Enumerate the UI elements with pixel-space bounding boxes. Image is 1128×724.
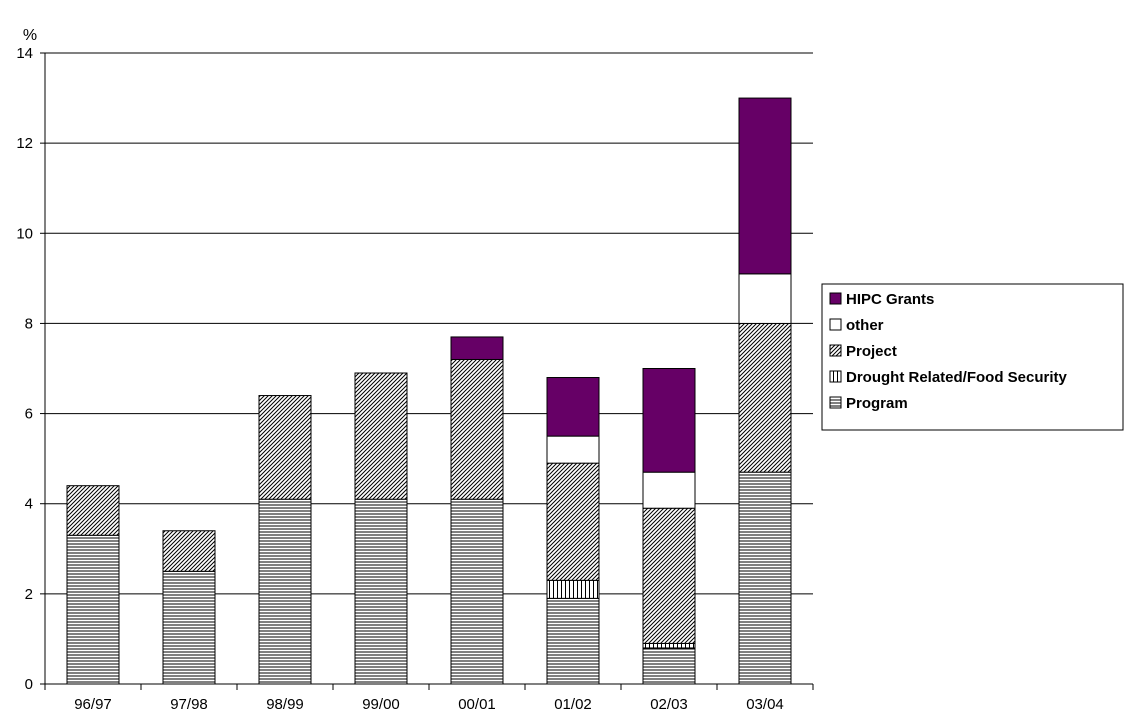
legend-item: Drought Related/Food Security — [829, 369, 1068, 386]
bar-segment — [642, 471, 696, 509]
y-tick-label: 10 — [16, 225, 33, 242]
x-tick-label: 03/04 — [746, 696, 784, 713]
bar-stack — [258, 395, 312, 685]
legend-item: other — [829, 317, 884, 334]
legend: HIPC Grants other Project Drought Related/F… — [821, 283, 1124, 431]
bar-segment — [738, 273, 792, 324]
bar-segment — [258, 395, 312, 500]
bar-segment — [642, 642, 696, 649]
legend-swatch — [829, 292, 842, 305]
bar-segment — [66, 534, 120, 685]
bar-stack — [162, 530, 216, 685]
y-tick-label: 4 — [25, 496, 33, 513]
x-tick-label: 97/98 — [170, 696, 208, 713]
bar-segment — [354, 498, 408, 685]
x-tick-label: 98/99 — [266, 696, 304, 713]
legend-swatch — [829, 396, 842, 409]
bar-segment — [354, 372, 408, 500]
bar-stack — [546, 377, 600, 685]
legend-items: HIPC Grants other Project Drought Related/F… — [829, 291, 1068, 412]
legend-label: Drought Related/Food Security — [846, 369, 1068, 386]
legend-item: Program — [829, 395, 908, 412]
bar-segment — [258, 498, 312, 685]
legend-item: HIPC Grants — [829, 291, 934, 308]
legend-item: Project — [829, 343, 897, 360]
bar-stack — [354, 372, 408, 685]
legend-swatch — [829, 370, 842, 383]
legend-label: other — [846, 317, 884, 334]
bar-segment — [162, 570, 216, 685]
legend-swatch — [829, 344, 842, 357]
bar-segment — [66, 485, 120, 536]
x-tick-label: 99/00 — [362, 696, 400, 713]
y-tick-label: 12 — [16, 135, 33, 152]
axes — [40, 52, 814, 690]
legend-label: HIPC Grants — [846, 291, 934, 308]
bar-stack — [66, 485, 120, 685]
bar-segment — [450, 336, 504, 360]
bar-segment — [738, 97, 792, 275]
bar-segment — [642, 647, 696, 685]
y-tick-label: 0 — [25, 676, 33, 693]
x-tick-label: 96/97 — [74, 696, 112, 713]
bar-segment — [738, 471, 792, 685]
bar-stack — [738, 97, 792, 685]
x-tick-label: 01/02 — [554, 696, 592, 713]
legend-box — [821, 283, 1124, 431]
bar-segment — [162, 530, 216, 572]
bar-stack — [450, 336, 504, 685]
y-tick-label: 14 — [16, 45, 33, 62]
bar-stack — [642, 368, 696, 685]
tick-labels: 0 2 4 6 8 10 12 14 96/97 97/98 98/99 99/00 00/01 01/0… — [16, 45, 783, 713]
legend-label: Project — [846, 343, 897, 360]
legend-swatch — [829, 318, 842, 331]
bar-segment — [738, 322, 792, 473]
bar-segment — [546, 435, 600, 464]
y-tick-label: 8 — [25, 315, 33, 332]
bar-segment — [642, 368, 696, 473]
x-tick-label: 00/01 — [458, 696, 496, 713]
bar-segment — [546, 579, 600, 599]
bar-segment — [546, 462, 600, 581]
legend-label: Program — [846, 395, 908, 412]
bar-segment — [546, 597, 600, 685]
y-tick-label: 2 — [25, 586, 33, 603]
bars — [66, 97, 792, 685]
y-axis-unit-label: % — [23, 27, 37, 44]
gridlines — [45, 52, 813, 595]
x-tick-label: 02/03 — [650, 696, 688, 713]
bar-segment — [450, 498, 504, 685]
bar-segment — [642, 507, 696, 644]
bar-segment — [546, 377, 600, 437]
y-tick-label: 6 — [25, 406, 33, 423]
bar-segment — [450, 358, 504, 500]
